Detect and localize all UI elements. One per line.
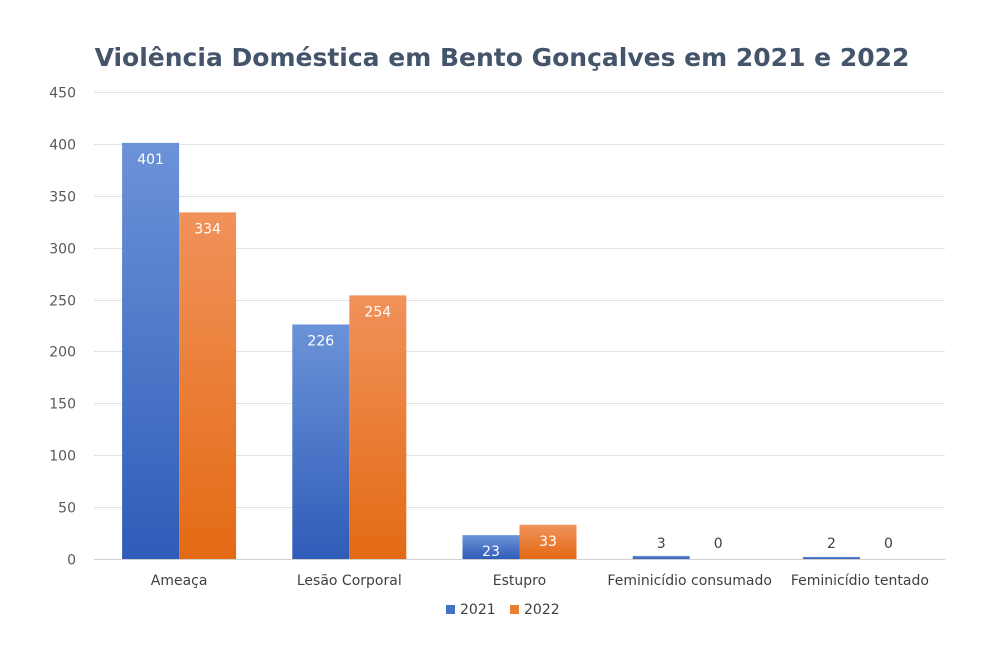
x-tick-label: Lesão Corporal xyxy=(297,573,402,589)
data-label: 23 xyxy=(482,544,500,560)
legend-swatch-2022 xyxy=(510,605,519,614)
legend: 2021 2022 xyxy=(446,602,560,618)
y-axis: 0 50 100 150 200 250 300 350 400 450 xyxy=(49,86,76,569)
x-tick-label: Ameaça xyxy=(151,573,208,589)
bar-2021-0 xyxy=(122,142,180,559)
y-tick-label: 150 xyxy=(49,397,76,413)
y-tick-label: 200 xyxy=(49,345,76,361)
x-tick-label: Feminicídio consumado xyxy=(607,573,772,589)
y-tick-label: 50 xyxy=(58,501,76,517)
bar-2022-1 xyxy=(349,295,407,559)
chart-title: Violência Doméstica em Bento Gonçalves e… xyxy=(95,43,910,72)
bar-2021-4 xyxy=(802,556,860,559)
y-tick-label: 100 xyxy=(49,449,76,465)
legend-swatch-2021 xyxy=(446,605,455,614)
x-axis: Ameaça Lesão Corporal Estupro Feminicídio c… xyxy=(151,573,929,589)
y-tick-label: 350 xyxy=(49,190,76,206)
data-label: 334 xyxy=(194,221,221,237)
bar-2022-2 xyxy=(519,524,577,559)
y-tick-label: 400 xyxy=(49,138,76,154)
x-tick-label: Feminicídio tentado xyxy=(791,573,929,589)
y-tick-label: 250 xyxy=(49,294,76,310)
legend-label: 2021 xyxy=(460,602,496,618)
data-label: 254 xyxy=(364,304,391,320)
bar-2021-3 xyxy=(632,555,690,559)
bar-2022-0 xyxy=(179,212,237,560)
y-tick-label: 450 xyxy=(49,86,76,102)
x-tick-label: Estupro xyxy=(493,573,546,589)
data-label: 0 xyxy=(884,536,893,552)
data-label: 226 xyxy=(307,333,334,349)
data-label: 0 xyxy=(714,536,723,552)
data-label: 401 xyxy=(137,152,164,168)
data-label: 3 xyxy=(657,536,666,552)
legend-label: 2022 xyxy=(524,602,560,618)
data-label: 2 xyxy=(827,536,836,552)
y-tick-label: 0 xyxy=(67,553,76,569)
bar-2021-2 xyxy=(462,535,520,559)
bar-2021-1 xyxy=(292,324,350,559)
data-label: 33 xyxy=(539,534,557,550)
y-tick-label: 300 xyxy=(49,242,76,258)
bars xyxy=(122,142,860,560)
